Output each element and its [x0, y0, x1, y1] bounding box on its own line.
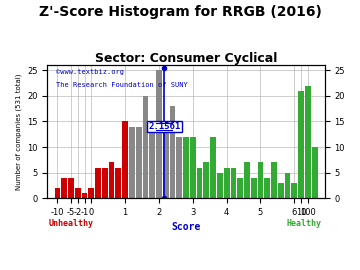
Bar [285, 173, 291, 198]
Bar [163, 127, 168, 198]
Bar [264, 178, 270, 198]
Bar [109, 162, 114, 198]
Text: Z'-Score Histogram for RRGB (2016): Z'-Score Histogram for RRGB (2016) [39, 5, 321, 19]
Title: Sector: Consumer Cyclical: Sector: Consumer Cyclical [95, 52, 277, 65]
Bar [143, 96, 148, 198]
Bar [149, 127, 155, 198]
Text: 2.1561: 2.1561 [148, 122, 180, 131]
Bar [102, 167, 108, 198]
Bar [278, 183, 284, 198]
Bar [183, 137, 189, 198]
Bar [129, 127, 135, 198]
Bar [224, 167, 230, 198]
Bar [156, 70, 162, 198]
Bar [122, 122, 128, 198]
X-axis label: Score: Score [171, 222, 201, 232]
Bar [251, 178, 257, 198]
Bar [292, 183, 297, 198]
Bar [258, 162, 264, 198]
Bar [61, 178, 67, 198]
Bar [68, 178, 74, 198]
Bar [217, 173, 223, 198]
Bar [244, 162, 250, 198]
Y-axis label: Number of companies (531 total): Number of companies (531 total) [15, 73, 22, 190]
Text: Unhealthy: Unhealthy [49, 220, 94, 228]
Bar [305, 86, 311, 198]
Text: Healthy: Healthy [287, 220, 322, 228]
Bar [176, 137, 182, 198]
Bar [116, 167, 121, 198]
Bar [95, 167, 101, 198]
Bar [170, 106, 175, 198]
Bar [298, 91, 304, 198]
Text: The Research Foundation of SUNY: The Research Foundation of SUNY [55, 82, 187, 88]
Bar [89, 188, 94, 198]
Bar [210, 137, 216, 198]
Bar [55, 188, 60, 198]
Bar [271, 162, 277, 198]
Bar [197, 167, 202, 198]
Bar [75, 188, 81, 198]
Bar [190, 137, 196, 198]
Bar [136, 127, 141, 198]
Bar [230, 167, 236, 198]
Bar [237, 178, 243, 198]
Bar [82, 193, 87, 198]
Text: ©www.textbiz.org: ©www.textbiz.org [55, 69, 123, 75]
Bar [203, 162, 209, 198]
Bar [312, 147, 318, 198]
